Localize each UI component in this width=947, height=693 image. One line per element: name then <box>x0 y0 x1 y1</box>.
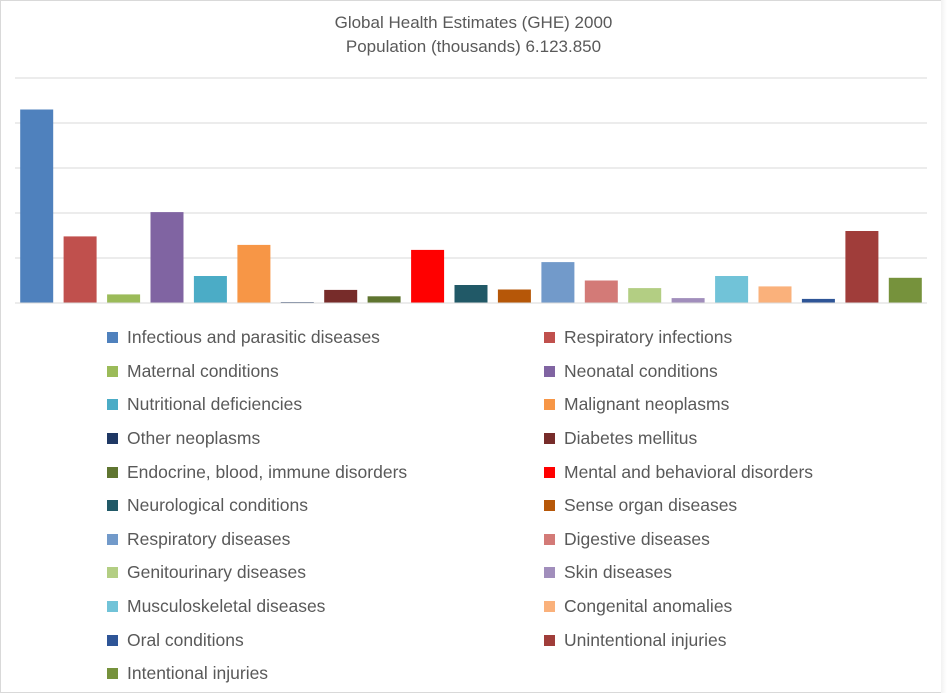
legend-item: Endocrine, blood, immune disorders <box>107 455 544 489</box>
legend-swatch <box>107 500 118 512</box>
legend-item: Digestive diseases <box>544 523 887 557</box>
legend-label: Congenital anomalies <box>564 596 733 617</box>
bar <box>628 288 662 303</box>
bar <box>150 212 184 303</box>
legend-item: Diabetes mellitus <box>544 422 887 456</box>
legend-label: Neonatal conditions <box>564 360 718 381</box>
bar <box>671 298 705 304</box>
legend-item: Mental and behavioral disorders <box>544 455 887 489</box>
legend-swatch <box>107 365 118 377</box>
legend-swatch <box>544 567 555 579</box>
window-edge <box>941 0 947 693</box>
bar <box>801 298 835 303</box>
legend-label: Mental and behavioral disorders <box>564 461 814 482</box>
chart-title: Global Health Estimates (GHE) 2000 <box>334 13 613 32</box>
bar <box>193 276 227 303</box>
bar <box>541 262 575 304</box>
legend-item: Skin diseases <box>544 556 887 590</box>
legend-label: Intentional injuries <box>127 663 269 684</box>
legend-swatch <box>107 466 118 478</box>
bar <box>715 276 749 303</box>
legend-item: Neonatal conditions <box>544 355 887 389</box>
bar <box>497 289 531 303</box>
legend-item: Respiratory infections <box>544 321 887 355</box>
legend: Infectious and parasitic diseases Respira… <box>107 321 887 691</box>
legend-swatch <box>544 634 555 646</box>
legend-label: Neurological conditions <box>127 495 308 516</box>
legend-swatch <box>107 634 118 646</box>
legend-swatch <box>544 332 555 344</box>
bar <box>20 109 54 303</box>
legend-item: Maternal conditions <box>107 355 544 389</box>
legend-swatch <box>544 533 555 545</box>
legend-swatch <box>107 399 118 411</box>
legend-label: Unintentional injuries <box>564 629 727 650</box>
legend-swatch <box>107 332 118 344</box>
legend-item: Malignant neoplasms <box>544 388 887 422</box>
legend-label: Genitourinary diseases <box>127 562 306 583</box>
legend-item: Neurological conditions <box>107 489 544 523</box>
legend-item: Respiratory diseases <box>107 523 544 557</box>
legend-swatch <box>544 365 555 377</box>
legend-label: Diabetes mellitus <box>564 428 698 449</box>
legend-swatch <box>544 466 555 478</box>
legend-item: Oral conditions <box>107 623 544 657</box>
legend-label: Nutritional deficiencies <box>127 394 303 415</box>
bar <box>63 236 97 303</box>
legend-swatch <box>544 399 555 411</box>
bar <box>454 285 488 303</box>
legend-label: Skin diseases <box>564 562 672 583</box>
bar <box>888 277 922 303</box>
chart-subtitle: Population (thousands) 6.123.850 <box>345 37 602 56</box>
legend-item: Sense organ diseases <box>544 489 887 523</box>
legend-label: Infectious and parasitic diseases <box>127 327 380 348</box>
legend-swatch <box>544 601 555 613</box>
legend-item: Other neoplasms <box>107 422 544 456</box>
bar <box>758 286 792 303</box>
legend-label: Other neoplasms <box>127 428 261 449</box>
legend-item: Infectious and parasitic diseases <box>107 321 544 355</box>
legend-label: Malignant neoplasms <box>564 394 730 415</box>
bars <box>20 109 922 304</box>
legend-item: Nutritional deficiencies <box>107 388 544 422</box>
legend-label: Maternal conditions <box>127 360 279 381</box>
bar <box>107 294 141 303</box>
legend-label: Sense organ diseases <box>564 495 738 516</box>
bar <box>237 244 271 303</box>
bar <box>845 231 879 303</box>
legend-label: Oral conditions <box>127 629 244 650</box>
legend-item: Congenital anomalies <box>544 590 887 624</box>
bar <box>324 289 358 303</box>
legend-label: Musculoskeletal diseases <box>127 596 326 617</box>
legend-item: Intentional injuries <box>107 657 544 691</box>
legend-swatch <box>107 601 118 613</box>
legend-label: Endocrine, blood, immune disorders <box>127 461 408 482</box>
chart-title-block: Global Health Estimates (GHE) 2000 Popul… <box>1 11 946 59</box>
legend-swatch <box>544 433 555 445</box>
legend-label: Respiratory diseases <box>127 528 291 549</box>
plot-area <box>15 77 927 304</box>
legend-item: Musculoskeletal diseases <box>107 590 544 624</box>
legend-swatch <box>107 567 118 579</box>
legend-item: Unintentional injuries <box>544 623 887 657</box>
legend-swatch <box>107 668 118 680</box>
legend-swatch <box>544 500 555 512</box>
legend-label: Respiratory infections <box>564 327 733 348</box>
legend-item: Genitourinary diseases <box>107 556 544 590</box>
bar <box>584 280 618 303</box>
legend-label: Digestive diseases <box>564 528 710 549</box>
bar <box>367 296 401 304</box>
legend-swatch <box>107 433 118 445</box>
legend-swatch <box>107 533 118 545</box>
bar <box>411 249 445 303</box>
